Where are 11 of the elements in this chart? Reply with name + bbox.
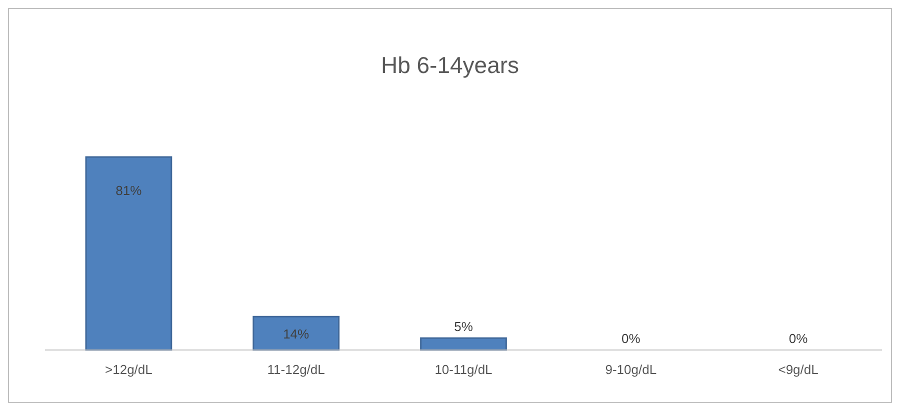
data-label: 5% [454, 319, 474, 334]
x-tick-label: 10-11g/dL [434, 362, 492, 377]
x-tick-label: 9-10g/dL [605, 362, 657, 377]
x-tick-label: >12g/dL [105, 362, 152, 377]
data-label: 0% [622, 331, 641, 346]
data-label: 14% [283, 326, 310, 342]
x-tick-label: 11-12g/dL [267, 362, 325, 377]
chart-title: Hb 6-14years [380, 52, 520, 78]
data-label: 0% [788, 331, 808, 346]
x-tick-label: <9g/dL [778, 362, 818, 377]
data-label: 81% [116, 183, 142, 198]
